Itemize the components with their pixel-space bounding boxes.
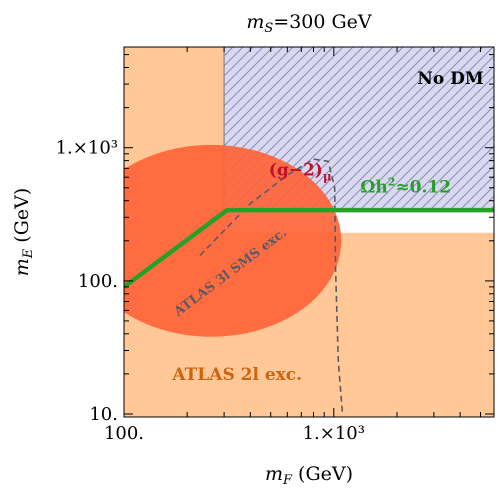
chart-title: mS=300 GeV [246,11,372,36]
x-tick-label: 1.×10³ [303,423,365,444]
g-2-region [124,144,342,337]
x-tick-label: 100. [104,423,144,444]
plot-frame [123,46,495,418]
y-axis-label: mE (GeV) [11,188,36,277]
x-axis-label: mF (GeV) [265,463,353,488]
y-tick-label: 100. [78,271,118,292]
atlas-2l-exc-label: ATLAS 2l exc. [171,365,302,385]
y-tick-label: 1.×10³ [56,138,118,159]
atlas-3l-sms-exc-curve [199,158,344,415]
no-dm-label: No DM [417,69,484,89]
g-2-label: (g−2)μ [269,160,332,183]
h-0-12-label: Ωh2≈0.12 [360,176,451,198]
y-tick-label: 10. [89,404,118,425]
h-0-12-curve [124,207,494,289]
g-2-ellipse [124,144,342,337]
